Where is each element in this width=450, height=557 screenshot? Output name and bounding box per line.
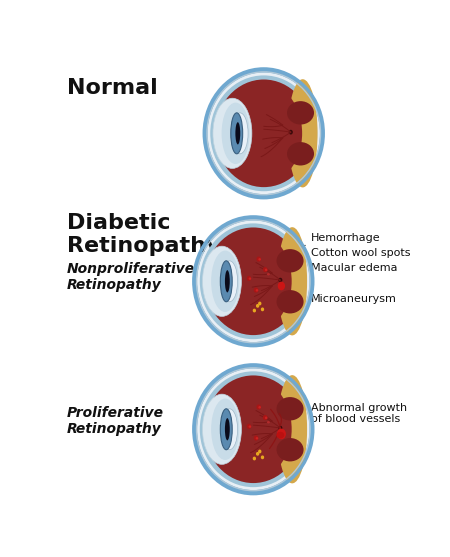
Circle shape	[259, 450, 261, 453]
Circle shape	[278, 429, 285, 438]
Circle shape	[257, 257, 260, 261]
Ellipse shape	[267, 421, 270, 423]
Ellipse shape	[277, 227, 307, 335]
Ellipse shape	[202, 246, 241, 316]
Ellipse shape	[200, 372, 307, 487]
Ellipse shape	[197, 221, 310, 342]
Circle shape	[279, 427, 282, 430]
Ellipse shape	[210, 378, 292, 481]
Ellipse shape	[256, 290, 257, 291]
Ellipse shape	[205, 375, 302, 483]
Ellipse shape	[277, 290, 304, 314]
Text: Abnormal growth
of blood vessels: Abnormal growth of blood vessels	[298, 403, 407, 426]
Ellipse shape	[259, 407, 260, 408]
Circle shape	[256, 305, 259, 307]
Text: Cotton wool spots: Cotton wool spots	[289, 248, 410, 262]
Ellipse shape	[266, 417, 267, 418]
Circle shape	[253, 309, 255, 312]
Ellipse shape	[225, 418, 230, 441]
Circle shape	[256, 453, 259, 455]
Ellipse shape	[277, 249, 304, 272]
Circle shape	[248, 276, 251, 280]
Ellipse shape	[259, 259, 260, 260]
Ellipse shape	[211, 251, 239, 312]
Ellipse shape	[232, 113, 248, 154]
Circle shape	[259, 302, 261, 305]
Ellipse shape	[256, 438, 257, 439]
Circle shape	[279, 278, 282, 282]
Ellipse shape	[194, 365, 313, 494]
Ellipse shape	[210, 230, 292, 333]
Text: Normal: Normal	[67, 77, 158, 97]
Ellipse shape	[249, 278, 251, 279]
Ellipse shape	[215, 80, 312, 187]
Ellipse shape	[221, 261, 238, 302]
Ellipse shape	[210, 75, 317, 191]
Ellipse shape	[235, 122, 240, 144]
Circle shape	[248, 424, 251, 428]
Ellipse shape	[200, 223, 307, 339]
Text: Macular edema: Macular edema	[298, 263, 397, 276]
Ellipse shape	[221, 102, 250, 164]
Ellipse shape	[277, 432, 284, 438]
Text: Microaneurysm: Microaneurysm	[282, 294, 397, 310]
Circle shape	[255, 436, 257, 440]
Ellipse shape	[194, 217, 313, 346]
Ellipse shape	[221, 409, 238, 449]
Ellipse shape	[288, 79, 318, 188]
Circle shape	[261, 308, 263, 311]
Ellipse shape	[277, 397, 304, 421]
Ellipse shape	[220, 82, 302, 185]
Text: Hemorrhage: Hemorrhage	[282, 232, 380, 250]
Ellipse shape	[267, 273, 270, 275]
Ellipse shape	[277, 438, 304, 461]
Ellipse shape	[197, 368, 310, 490]
Text: Diabetic
Retinopathy: Diabetic Retinopathy	[67, 213, 220, 256]
Ellipse shape	[204, 69, 323, 198]
Circle shape	[255, 288, 257, 292]
Ellipse shape	[249, 426, 251, 427]
Circle shape	[264, 416, 267, 419]
Ellipse shape	[287, 101, 314, 125]
Circle shape	[253, 457, 255, 460]
Ellipse shape	[202, 394, 241, 465]
Ellipse shape	[225, 270, 230, 292]
Text: Proliferative
Retinopathy: Proliferative Retinopathy	[67, 405, 164, 436]
Ellipse shape	[220, 409, 232, 449]
Circle shape	[279, 282, 284, 290]
Ellipse shape	[277, 375, 307, 483]
Ellipse shape	[225, 268, 232, 283]
Ellipse shape	[236, 120, 242, 135]
Ellipse shape	[211, 399, 239, 460]
Ellipse shape	[207, 72, 320, 194]
Ellipse shape	[205, 227, 302, 335]
Text: Nonproliferative
Retinopathy: Nonproliferative Retinopathy	[67, 262, 195, 292]
Circle shape	[289, 130, 292, 134]
Ellipse shape	[231, 113, 243, 154]
Ellipse shape	[287, 142, 314, 165]
Ellipse shape	[213, 98, 252, 168]
Ellipse shape	[225, 416, 232, 431]
Circle shape	[257, 405, 260, 409]
Ellipse shape	[220, 261, 232, 302]
Circle shape	[261, 456, 263, 458]
Circle shape	[279, 430, 284, 438]
Circle shape	[264, 268, 267, 271]
